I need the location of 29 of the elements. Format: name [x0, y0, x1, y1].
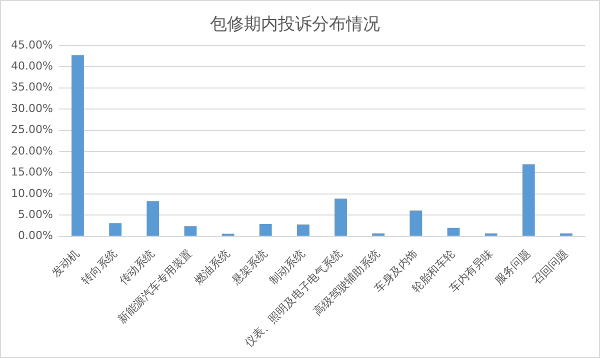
y-tick-label: 10.00% — [10, 186, 53, 200]
y-tick-label: 30.00% — [10, 102, 53, 115]
bar — [410, 210, 422, 236]
y-tick-label: 25.00% — [10, 123, 53, 136]
y-tick-label: 15.00% — [10, 166, 53, 179]
x-tick-label: 发动机 — [49, 246, 82, 280]
bar — [372, 233, 385, 236]
x-tick-label: 转向系统 — [79, 246, 120, 288]
bar — [560, 233, 572, 236]
bar — [447, 228, 460, 236]
bar — [109, 223, 122, 236]
bar — [146, 201, 160, 236]
x-tick-label: 服务问题 — [492, 246, 533, 288]
y-tick-label: 20.00% — [10, 144, 53, 158]
bar — [259, 224, 272, 236]
y-tick-label: 40.00% — [10, 59, 53, 72]
bar — [184, 226, 197, 236]
x-tick-label: 燃油系统 — [192, 246, 232, 288]
chart-title: 包修期内投诉分布情况 — [210, 14, 380, 35]
y-tick-label: 35.00% — [10, 80, 53, 94]
bar — [522, 164, 535, 236]
y-tick-label: 0.00% — [18, 229, 53, 242]
bar — [334, 198, 347, 236]
bar — [484, 233, 498, 236]
y-tick-label: 45.00% — [10, 38, 53, 52]
bar — [296, 224, 310, 236]
bar — [72, 55, 84, 236]
x-tick-label: 召回问题 — [530, 246, 570, 288]
y-tick-label: 5.00% — [18, 208, 53, 221]
